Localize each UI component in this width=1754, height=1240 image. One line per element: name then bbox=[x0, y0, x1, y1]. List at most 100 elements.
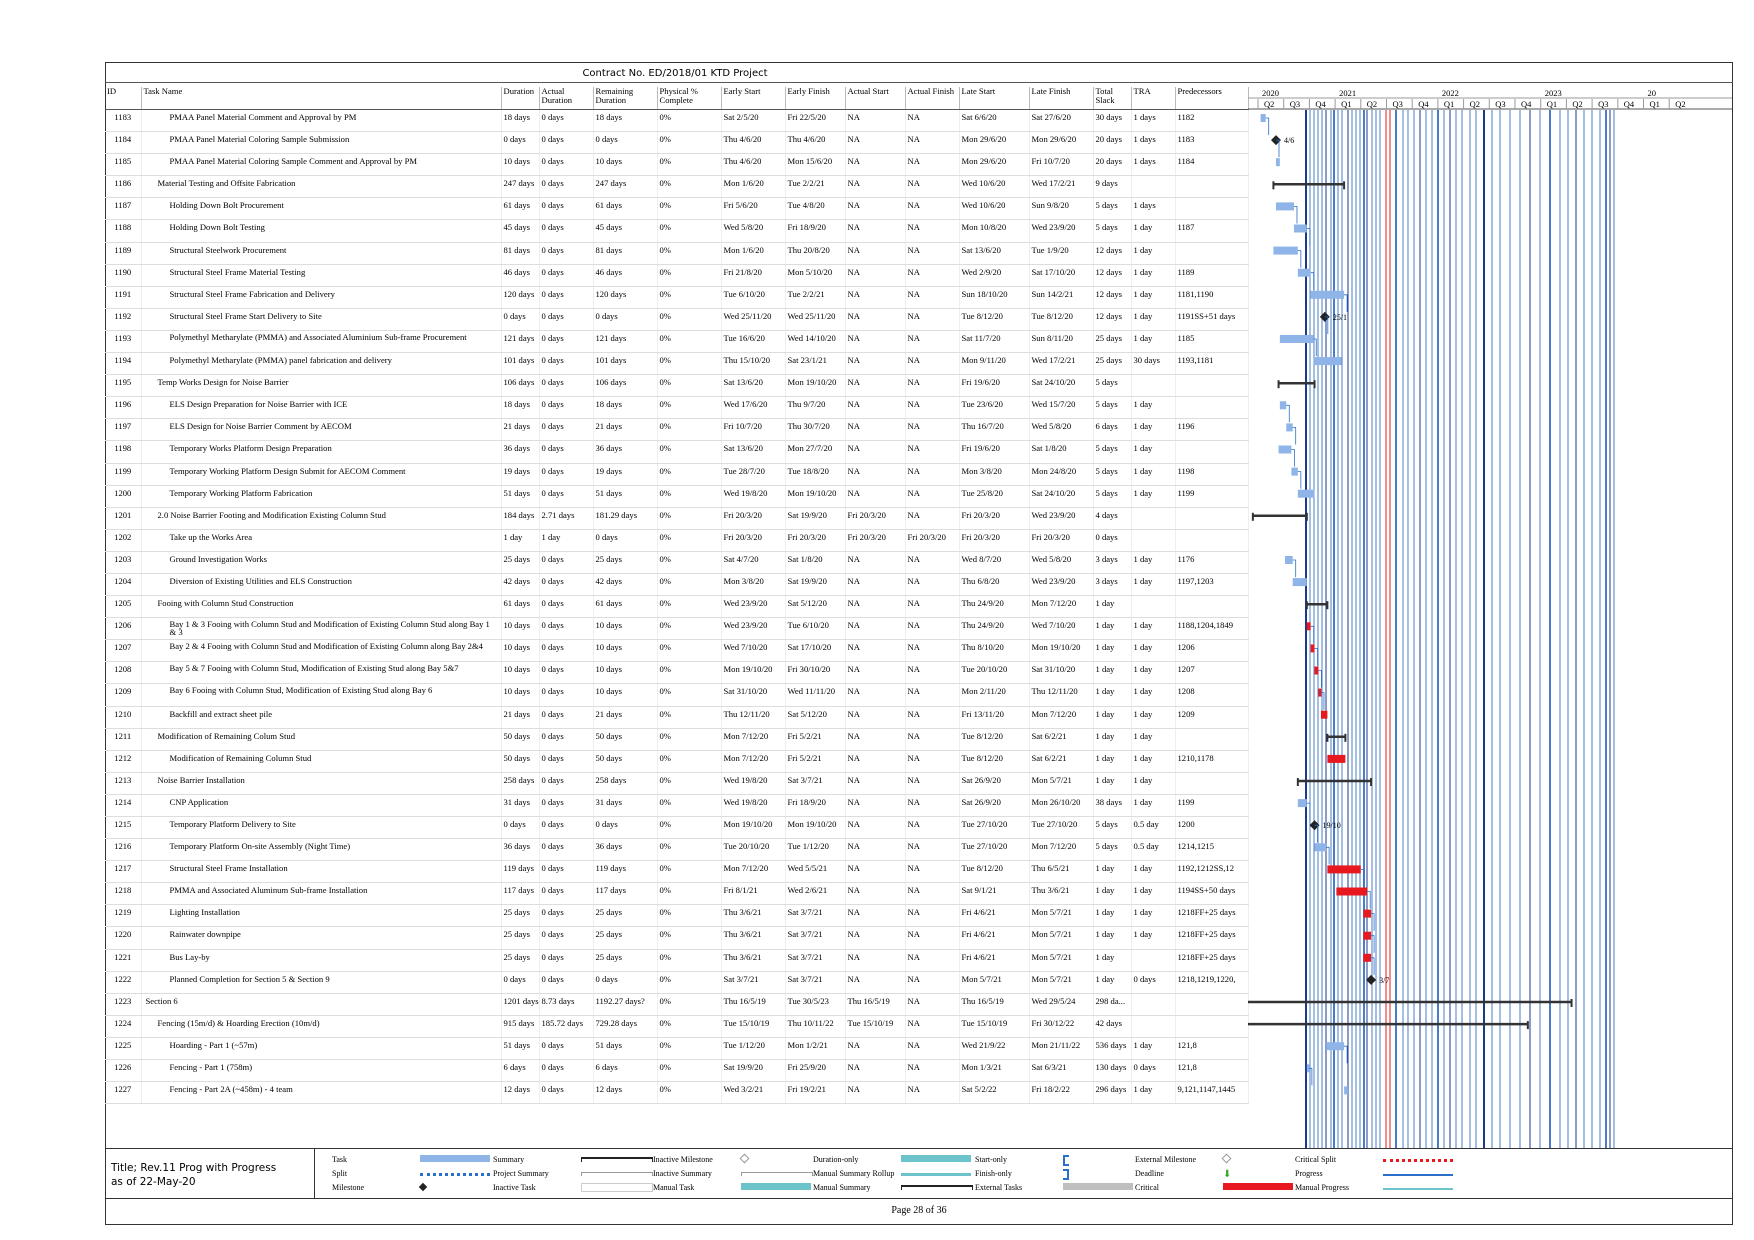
table-row[interactable]: 1183 PMAA Panel Material Comment and Appr… bbox=[105, 109, 1249, 133]
table-row[interactable]: 1223 Section 6 1201 days 8.73 days 1192.27 d… bbox=[105, 993, 1249, 1016]
column-header[interactable]: Late Finish bbox=[1029, 87, 1094, 110]
column-header[interactable]: Predecessors bbox=[1175, 87, 1249, 110]
table-row[interactable]: 1193 Polymethyl Metharylate (PMMA) and As… bbox=[105, 330, 1249, 354]
table-row[interactable]: 1218 PMMA and Associated Aluminum Sub-fra… bbox=[105, 882, 1249, 906]
table-row[interactable]: 1227 Fencing - Part 2A (~458m) - 4 team 12… bbox=[105, 1081, 1249, 1105]
table-row[interactable]: 1189 Structural Steelwork Procurement 81 d… bbox=[105, 242, 1249, 265]
task-bar bbox=[1292, 578, 1307, 587]
cell-as: NA bbox=[845, 153, 906, 177]
table-row[interactable]: 1219 Lighting Installation 25 days 0 days 25… bbox=[105, 904, 1249, 928]
table-row[interactable]: 1201 2.0 Noise Barrier Footing and Modifi… bbox=[105, 507, 1249, 530]
table-row[interactable]: 1191 Structural Steel Frame Fabrication a… bbox=[105, 286, 1249, 309]
table-row[interactable]: 1197 ELS Design for Noise Barrier Comment… bbox=[105, 418, 1249, 442]
cell-pct: 0% bbox=[657, 264, 722, 287]
cell-slack: 12 days bbox=[1093, 264, 1132, 287]
cell-ls: Thu 6/8/20 bbox=[959, 573, 1030, 597]
column-header[interactable]: Actual Duration bbox=[539, 87, 594, 110]
table-row[interactable]: 1212 Modification of Remaining Column Stu… bbox=[105, 750, 1249, 773]
table-row[interactable]: 1185 PMAA Panel Material Coloring Sample … bbox=[105, 153, 1249, 177]
column-header[interactable]: Remaining Duration bbox=[593, 87, 658, 110]
table-row[interactable]: 1205 Fooing with Column Stud Construction… bbox=[105, 595, 1249, 619]
column-header[interactable]: Total Slack bbox=[1093, 87, 1132, 110]
column-header[interactable]: TRA bbox=[1131, 87, 1176, 110]
table-row[interactable]: 1215 Temporary Platform Delivery to Site 0… bbox=[105, 816, 1249, 840]
cell-adur: 0 days bbox=[539, 264, 594, 287]
task-bar bbox=[1314, 843, 1327, 852]
milestone-marker bbox=[1366, 974, 1377, 985]
cell-pct: 0% bbox=[657, 683, 722, 707]
table-row[interactable]: 1224 Fencing (15m/d) & Hoarding Erection … bbox=[105, 1015, 1249, 1038]
timescale-quarter: Q2 bbox=[1572, 99, 1582, 109]
column-header[interactable]: ID bbox=[105, 87, 142, 110]
cell-adur: 0 days bbox=[539, 330, 594, 354]
table-row[interactable]: 1188 Holding Down Bolt Testing 45 days 0 da… bbox=[105, 219, 1249, 243]
column-header[interactable]: Task Name bbox=[141, 87, 502, 110]
column-header[interactable]: Duration bbox=[501, 87, 540, 110]
cell-slack: 12 days bbox=[1093, 286, 1132, 309]
cell-pct: 0% bbox=[657, 904, 722, 928]
table-row[interactable]: 1198 Temporary Works Platform Design Prep… bbox=[105, 440, 1249, 464]
table-row[interactable]: 1203 Ground Investigation Works 25 days 0 d… bbox=[105, 551, 1249, 574]
milestone-label: 3/7 bbox=[1379, 976, 1389, 985]
table-row[interactable]: 1192 Structural Steel Frame Start Deliver… bbox=[105, 308, 1249, 331]
table-row[interactable]: 1225 Hoarding - Part 1 (~57m) 51 days 0 day… bbox=[105, 1037, 1249, 1061]
cell-id: 1205 bbox=[105, 595, 142, 619]
task-bar bbox=[1286, 423, 1293, 432]
table-row[interactable]: 1210 Backfill and extract sheet pile 21 da… bbox=[105, 706, 1249, 729]
table-row[interactable]: 1194 Polymethyl Metharylate (PMMA) panel … bbox=[105, 352, 1249, 376]
table-row[interactable]: 1209 Bay 6 Fooing with Column Stud, Modif… bbox=[105, 683, 1249, 707]
cell-ef: Fri 5/2/21 bbox=[785, 750, 846, 773]
cell-tra bbox=[1131, 949, 1176, 972]
table-row[interactable]: 1195 Temp Works Design for Noise Barrier 1… bbox=[105, 374, 1249, 398]
table-row[interactable]: 1211 Modification of Remaining Colum Stud… bbox=[105, 728, 1249, 751]
cell-tra: 1 days bbox=[1131, 197, 1176, 221]
cell-rdur: 42 days bbox=[593, 573, 658, 597]
table-row[interactable]: 1202 Take up the Works Area 1 day 1 day 0 da… bbox=[105, 529, 1249, 552]
cell-ef: Sat 3/7/21 bbox=[785, 926, 846, 950]
cell-id: 1211 bbox=[105, 728, 142, 751]
table-row[interactable]: 1221 Bus Lay-by 25 days 0 days 25 days 0% Thu … bbox=[105, 949, 1249, 972]
table-row[interactable]: 1213 Noise Barrier Installation 258 days 0 … bbox=[105, 772, 1249, 795]
cell-pct: 0% bbox=[657, 993, 722, 1016]
legend-symbol bbox=[741, 1169, 813, 1178]
table-row[interactable]: 1184 PMAA Panel Material Coloring Sample … bbox=[105, 131, 1249, 155]
table-row[interactable]: 1190 Structural Steel Frame Material Test… bbox=[105, 264, 1249, 287]
table-row[interactable]: 1199 Temporary Working Platform Design Su… bbox=[105, 463, 1249, 486]
column-header[interactable]: Early Finish bbox=[785, 87, 846, 110]
task-bar bbox=[1273, 246, 1298, 255]
cell-as: NA bbox=[845, 551, 906, 574]
cell-slack: 1 day bbox=[1093, 661, 1132, 685]
cell-pct: 0% bbox=[657, 286, 722, 309]
cell-tra: 1 days bbox=[1131, 109, 1176, 133]
cell-es: Sat 13/6/20 bbox=[721, 374, 786, 398]
table-row[interactable]: 1214 CNP Application 31 days 0 days 31 days 0… bbox=[105, 794, 1249, 818]
cell-name: Temporary Working Platform Design Submit… bbox=[141, 463, 502, 486]
table-row[interactable]: 1208 Bay 5 & 7 Fooing with Column Stud, M… bbox=[105, 661, 1249, 685]
table-row[interactable]: 1222 Planned Completion for Section 5 & S… bbox=[105, 971, 1249, 994]
column-header[interactable]: Actual Start bbox=[845, 87, 906, 110]
table-row[interactable]: 1220 Rainwater downpipe 25 days 0 days 25 da… bbox=[105, 926, 1249, 950]
table-row[interactable]: 1186 Material Testing and Offsite Fabrica… bbox=[105, 175, 1249, 199]
table-row[interactable]: 1204 Diversion of Existing Utilities and … bbox=[105, 573, 1249, 597]
cell-af: NA bbox=[905, 971, 960, 994]
table-row[interactable]: 1206 Bay 1 & 3 Fooing with Column Stud an… bbox=[105, 617, 1249, 641]
dependency-link bbox=[1344, 1045, 1348, 1064]
task-bar bbox=[1291, 467, 1298, 476]
cell-pct: 0% bbox=[657, 175, 722, 199]
table-row[interactable]: 1200 Temporary Working Platform Fabricati… bbox=[105, 485, 1249, 508]
column-header[interactable]: Early Start bbox=[721, 87, 786, 110]
table-row[interactable]: 1187 Holding Down Bolt Procurement 61 days… bbox=[105, 197, 1249, 221]
cell-rdur: 247 days bbox=[593, 175, 658, 199]
table-row[interactable]: 1216 Temporary Platform On-site Assembly … bbox=[105, 838, 1249, 862]
critical-task-bar bbox=[1314, 666, 1319, 675]
cell-dur: 10 days bbox=[501, 153, 540, 177]
column-header[interactable]: Actual Finish bbox=[905, 87, 960, 110]
column-header[interactable]: Physical % Complete bbox=[657, 87, 722, 110]
table-row[interactable]: 1207 Bay 2 & 4 Fooing with Column Stud an… bbox=[105, 639, 1249, 663]
cell-pct: 0% bbox=[657, 396, 722, 420]
column-header[interactable]: Late Start bbox=[959, 87, 1030, 110]
table-row[interactable]: 1217 Structural Steel Frame Installation 1… bbox=[105, 860, 1249, 884]
table-row[interactable]: 1226 Fencing - Part 1 (758m) 6 days 0 days 6… bbox=[105, 1059, 1249, 1083]
table-row[interactable]: 1196 ELS Design Preparation for Noise Bar… bbox=[105, 396, 1249, 420]
cell-lf: Mon 5/7/21 bbox=[1029, 772, 1094, 795]
